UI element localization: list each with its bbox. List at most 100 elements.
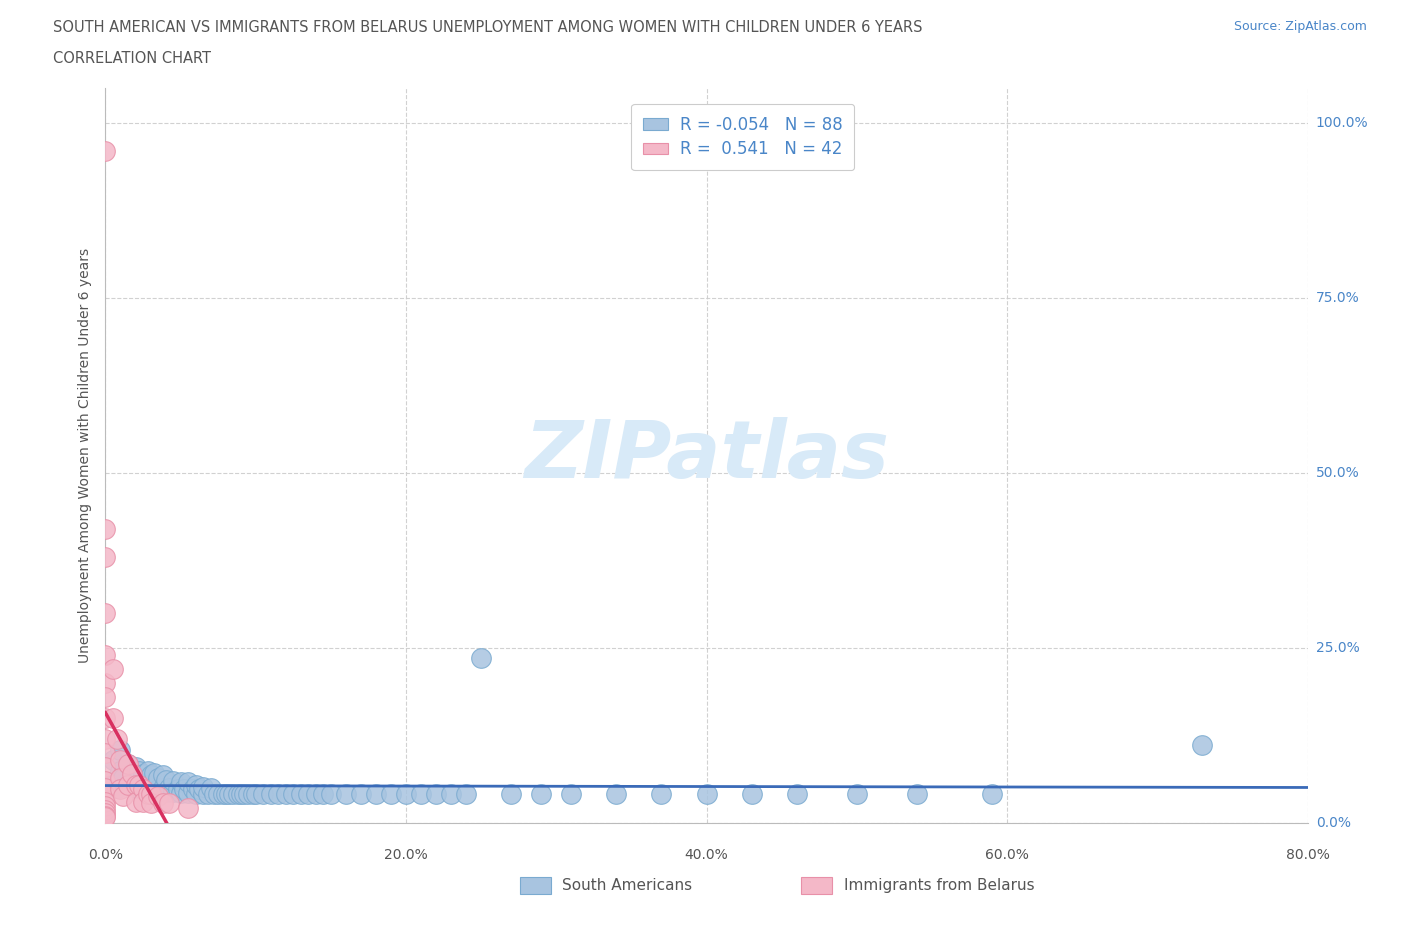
Point (110, 742, 132, 757)
Point (232, 786, 254, 801)
Point (197, 786, 219, 801)
Point (696, 786, 718, 801)
Point (845, 786, 868, 801)
Point (124, 777, 146, 792)
Text: Source: ZipAtlas.com: Source: ZipAtlas.com (1233, 20, 1367, 33)
Point (501, 786, 523, 801)
Point (786, 786, 808, 801)
Point (101, 752, 124, 767)
Point (142, 765, 165, 780)
Point (124, 794, 146, 809)
Point (274, 786, 297, 801)
Text: 0.0%: 0.0% (89, 848, 122, 862)
Point (94, 808, 117, 823)
Point (211, 786, 233, 801)
Point (297, 786, 319, 801)
Point (226, 786, 249, 801)
Point (121, 774, 143, 789)
Text: South Americans: South Americans (562, 878, 693, 893)
Point (94, 810, 117, 825)
Text: 75.0%: 75.0% (1316, 291, 1360, 305)
Point (530, 786, 553, 801)
Text: CORRELATION CHART: CORRELATION CHART (53, 51, 211, 66)
Point (107, 780, 129, 795)
Point (94, 746, 117, 761)
Point (94, 676, 117, 691)
Y-axis label: Unemployment Among Women with Children Under 6 years: Unemployment Among Women with Children U… (79, 248, 93, 663)
Point (162, 784, 184, 799)
Point (242, 786, 264, 801)
Point (121, 766, 143, 781)
Point (191, 779, 214, 794)
Point (94, 522, 117, 537)
Point (112, 770, 135, 785)
Point (191, 786, 214, 801)
Point (290, 786, 312, 801)
Text: 100.0%: 100.0% (1316, 116, 1368, 130)
Point (136, 786, 159, 801)
Point (184, 786, 207, 801)
Point (184, 777, 207, 792)
Point (94, 760, 117, 775)
Point (101, 774, 124, 789)
Point (110, 764, 132, 778)
Point (380, 786, 402, 801)
Point (139, 786, 162, 801)
Point (260, 786, 283, 801)
Point (94, 550, 117, 565)
Text: 25.0%: 25.0% (1316, 641, 1360, 655)
Point (173, 782, 195, 797)
Text: 0.0%: 0.0% (1316, 816, 1351, 830)
Point (146, 782, 169, 797)
Point (335, 786, 357, 801)
Point (169, 786, 191, 801)
Point (169, 775, 191, 790)
Point (162, 774, 184, 789)
Text: 80.0%: 80.0% (1285, 848, 1330, 862)
Point (157, 780, 180, 795)
Point (132, 782, 155, 797)
Point (112, 789, 135, 804)
Point (166, 782, 188, 797)
Point (94, 144, 117, 159)
Point (187, 782, 209, 797)
Point (605, 786, 627, 801)
Legend: R = -0.054   N = 88, R =  0.541   N = 42: R = -0.054 N = 88, R = 0.541 N = 42 (631, 104, 853, 170)
Point (425, 786, 447, 801)
Point (202, 786, 225, 801)
Point (245, 786, 267, 801)
Point (312, 786, 335, 801)
Point (440, 786, 463, 801)
Point (319, 786, 342, 801)
Point (981, 786, 1004, 801)
Point (94, 647, 117, 662)
Point (142, 779, 165, 794)
Point (177, 775, 200, 790)
Point (128, 777, 150, 792)
Point (117, 777, 139, 792)
Point (110, 752, 132, 767)
Text: 50.0%: 50.0% (1316, 466, 1360, 480)
Point (94, 780, 117, 795)
Point (177, 800, 200, 815)
Point (177, 786, 200, 801)
Point (229, 786, 252, 801)
Point (124, 760, 146, 775)
Point (207, 786, 229, 801)
Point (94, 798, 117, 813)
Point (741, 786, 763, 801)
Point (364, 786, 387, 801)
Point (128, 777, 150, 792)
Text: 60.0%: 60.0% (986, 848, 1029, 862)
Point (905, 786, 928, 801)
Point (107, 732, 129, 747)
Point (94, 711, 117, 725)
Point (117, 756, 139, 771)
Text: ZIPatlas: ZIPatlas (524, 417, 889, 495)
Text: 40.0%: 40.0% (685, 848, 728, 862)
Point (132, 780, 155, 795)
Point (409, 786, 432, 801)
Point (218, 786, 240, 801)
Point (94, 794, 117, 809)
Point (124, 780, 146, 795)
